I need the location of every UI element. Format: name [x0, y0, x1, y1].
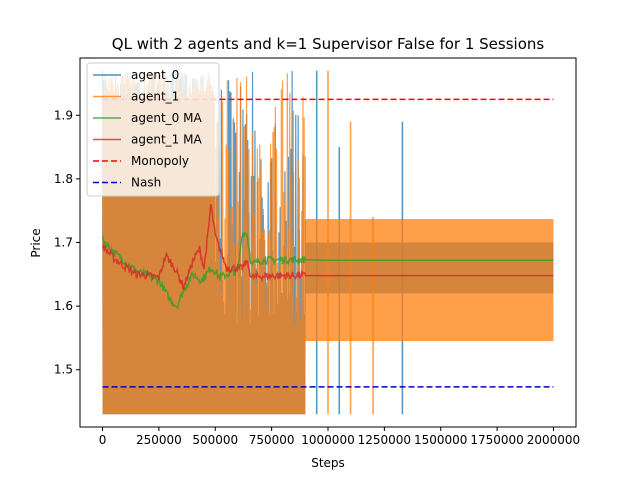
y-axis-label: Price — [29, 228, 43, 257]
legend-label: Nash — [131, 176, 161, 190]
series-agent_0-MA — [101, 231, 554, 310]
legend-label: agent_0 MA — [131, 111, 202, 125]
x-tick-label: 2000000 — [527, 433, 580, 447]
chart-title: QL with 2 agents and k=1 Supervisor Fals… — [112, 35, 545, 53]
ma-line — [101, 231, 554, 310]
x-axis: 0 250000 500000 750000 1000000 1250000 1500000… — [99, 427, 580, 447]
y-tick-label: 1.5 — [54, 363, 73, 377]
y-tick-label: 1.7 — [54, 236, 73, 250]
x-tick-label: 1750000 — [470, 433, 523, 447]
series-agent_1 — [101, 70, 554, 415]
legend-label: agent_1 MA — [131, 133, 202, 147]
raw-late-band — [305, 218, 554, 342]
y-tick-label: 1.9 — [54, 108, 73, 122]
series-agent_1-MA — [101, 203, 554, 291]
x-tick-label: 750000 — [249, 433, 295, 447]
raw-early-line — [101, 71, 306, 415]
y-axis: 1.5 1.6 1.7 1.8 1.9 — [54, 108, 80, 377]
y-tick-label: 1.8 — [54, 172, 73, 186]
ma-line — [101, 203, 554, 291]
x-tick-label: 500000 — [192, 433, 238, 447]
legend-label: Monopoly — [131, 154, 189, 168]
legend-label: agent_0 — [131, 68, 179, 82]
x-tick-label: 1250000 — [358, 433, 411, 447]
plot-area — [101, 70, 554, 415]
legend: agent_0 agent_1 agent_0 MA agent_1 MA Monopo… — [86, 62, 220, 197]
x-tick-label: 250000 — [136, 433, 182, 447]
x-tick-label: 1000000 — [301, 433, 354, 447]
x-tick-label: 1500000 — [414, 433, 467, 447]
legend-label: agent_1 — [131, 90, 179, 104]
x-tick-label: 0 — [99, 433, 107, 447]
x-axis-label: Steps — [311, 456, 345, 470]
y-tick-label: 1.6 — [54, 299, 73, 313]
